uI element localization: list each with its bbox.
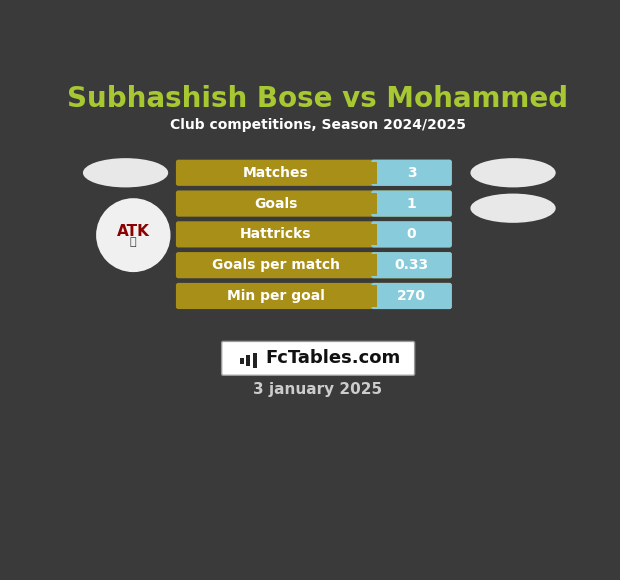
FancyBboxPatch shape bbox=[176, 222, 452, 248]
Text: Min per goal: Min per goal bbox=[227, 289, 325, 303]
FancyBboxPatch shape bbox=[371, 190, 452, 217]
FancyBboxPatch shape bbox=[222, 342, 415, 375]
FancyBboxPatch shape bbox=[371, 252, 452, 278]
Text: Matches: Matches bbox=[243, 166, 309, 180]
FancyBboxPatch shape bbox=[371, 160, 452, 186]
Text: 3: 3 bbox=[407, 166, 417, 180]
Text: 270: 270 bbox=[397, 289, 426, 303]
Text: 1: 1 bbox=[407, 197, 417, 211]
FancyBboxPatch shape bbox=[369, 285, 377, 307]
FancyBboxPatch shape bbox=[176, 160, 452, 186]
FancyBboxPatch shape bbox=[371, 222, 452, 248]
FancyBboxPatch shape bbox=[176, 190, 452, 217]
FancyBboxPatch shape bbox=[369, 162, 377, 183]
Ellipse shape bbox=[471, 158, 556, 187]
Text: Goals: Goals bbox=[254, 197, 298, 211]
FancyBboxPatch shape bbox=[247, 356, 250, 366]
FancyBboxPatch shape bbox=[241, 358, 244, 364]
FancyBboxPatch shape bbox=[176, 283, 452, 309]
Ellipse shape bbox=[471, 194, 556, 223]
Text: ATK: ATK bbox=[117, 224, 150, 239]
Text: 0.33: 0.33 bbox=[394, 258, 428, 272]
FancyBboxPatch shape bbox=[369, 193, 377, 215]
FancyBboxPatch shape bbox=[371, 283, 452, 309]
Text: Goals per match: Goals per match bbox=[212, 258, 340, 272]
FancyBboxPatch shape bbox=[369, 224, 377, 245]
Text: Subhashish Bose vs Mohammed: Subhashish Bose vs Mohammed bbox=[67, 85, 569, 113]
Text: ⚽: ⚽ bbox=[130, 237, 136, 247]
Text: FcTables.com: FcTables.com bbox=[266, 349, 401, 367]
Circle shape bbox=[96, 198, 170, 272]
Text: Hattricks: Hattricks bbox=[240, 227, 312, 241]
FancyBboxPatch shape bbox=[253, 353, 257, 368]
Ellipse shape bbox=[83, 158, 168, 187]
Text: 3 january 2025: 3 january 2025 bbox=[253, 382, 383, 397]
Text: 0: 0 bbox=[407, 227, 417, 241]
FancyBboxPatch shape bbox=[176, 252, 452, 278]
FancyBboxPatch shape bbox=[369, 255, 377, 276]
Text: Club competitions, Season 2024/2025: Club competitions, Season 2024/2025 bbox=[170, 118, 466, 132]
